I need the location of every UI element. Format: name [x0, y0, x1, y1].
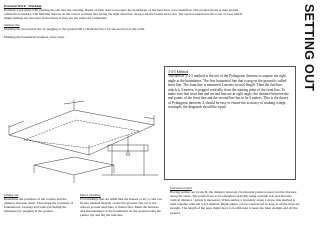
heading: External Work : Marking: [4, 4, 42, 8]
paragraph: Having setting out in site B, the distan…: [170, 190, 300, 215]
method-box: 3-4-5 Method The idea of 3-4-5 method is…: [164, 66, 296, 180]
paragraph: Determine the positions of the corners a…: [4, 197, 74, 214]
paragraph: The idea of 3-4-5 method is the use of t…: [168, 74, 289, 110]
heading: Uneven Ground: [170, 186, 192, 190]
profile-illustration: [8, 100, 155, 183]
intro: External Work : Marking External work st…: [4, 4, 246, 39]
paragraph: Marking the boundaries requires a few st…: [4, 34, 66, 39]
section: Uneven Ground Having setting out in site…: [170, 186, 302, 215]
section: Direct marking For buildings that are sm…: [80, 193, 162, 218]
section: Lining out Determine the positions of th…: [4, 193, 74, 213]
side-title: SETTING OUT: [300, 4, 318, 112]
heading: 3-4-5 Method: [168, 70, 188, 74]
method-text: 3-4-5 Method The idea of 3-4-5 method is…: [168, 70, 292, 110]
subheading: Setting Out: [4, 23, 20, 28]
heading: Direct marking: [80, 193, 101, 197]
paragraph: Marking the excavation site by pegging t…: [4, 27, 146, 32]
peg-illustration: [102, 135, 158, 176]
side-title-text: SETTING OUT: [302, 4, 316, 92]
paragraph: External work starts with plotting the s…: [4, 8, 243, 21]
paragraph: For buildings that are small like the ho…: [80, 197, 162, 218]
heading: Lining out: [4, 193, 19, 197]
